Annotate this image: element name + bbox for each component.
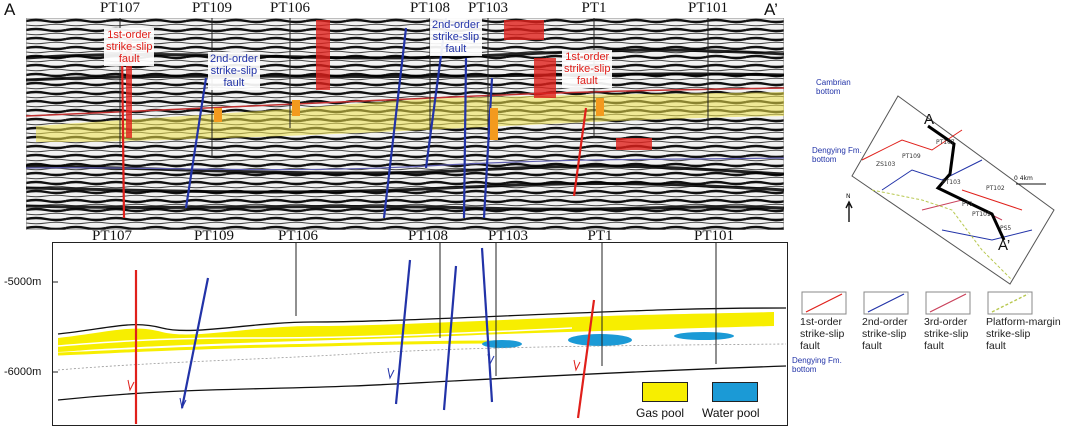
model-well-label: PT107 [91, 228, 133, 244]
section-start-label: A [4, 0, 16, 19]
map-well-label: PT109 [902, 153, 921, 160]
fault-legend-label: 1st-order strike-slip fault [800, 316, 845, 352]
map-well-label: PT102 [986, 185, 1005, 192]
map-point-a-prime: A’ [998, 237, 1010, 254]
map-scale: 0 4km [1014, 175, 1033, 182]
seismic-well-label: PT108 [409, 0, 451, 16]
location-map: PT107 ZS103 PT109 PT103 PT102 PT1 PT101 … [842, 90, 1064, 288]
map-point-a: A [924, 111, 934, 128]
model-dengying-label: Dengying Fm. bottom [792, 356, 842, 374]
fault-legend-swatches [801, 291, 1033, 315]
cambrian-bottom-label: Cambrian bottom [816, 78, 851, 96]
depth-label: -5000m [4, 276, 42, 288]
model-well-label: PT1 [587, 228, 613, 244]
north-label: N [846, 193, 851, 200]
gas-pool-swatch [642, 382, 688, 402]
water-pool-swatch [712, 382, 758, 402]
model-well-label: PT108 [407, 228, 449, 244]
map-well-label: PT107 [936, 139, 955, 146]
map-well-label: ZS103 [876, 161, 896, 168]
seismic-well-label: PT101 [687, 0, 729, 16]
seismic-section-panel [25, 17, 785, 231]
seismic-well-label: PT109 [191, 0, 233, 16]
fault-legend-label: 2nd-order strike-slip fault [862, 316, 908, 352]
map-well-label: PS5 [1000, 225, 1011, 232]
map-well-label: PT101 [972, 211, 991, 218]
seismic-fault-label: 2nd-order strike-slip fault [208, 52, 260, 90]
seismic-fault-label: 1st-order strike-slip fault [562, 50, 613, 88]
map-well-label: PT1 [962, 201, 973, 208]
gas-pool-label: Gas pool [636, 406, 685, 420]
fault-legend [800, 290, 1070, 360]
dengying-bottom-label: Dengying Fm. bottom [812, 146, 862, 164]
model-well-label: PT101 [693, 228, 735, 244]
map-well-label: PT103 [942, 179, 961, 186]
north-arrow-icon [845, 200, 853, 222]
fault-legend-label: 3rd-order strike-slip fault [924, 316, 969, 352]
model-well-label: PT103 [487, 228, 529, 244]
seismic-well-label: PT1 [581, 0, 607, 16]
seismic-fault-label: 1st-order strike-slip fault [104, 28, 155, 66]
water-pool-label: Water pool [702, 406, 760, 420]
seismic-well-label: PT107 [99, 0, 141, 16]
seismic-well-label: PT103 [467, 0, 509, 16]
section-end-label: A’ [764, 0, 778, 19]
seismic-well-label: PT106 [269, 0, 311, 16]
model-well-label: PT106 [277, 228, 319, 244]
depth-label: -6000m [4, 366, 42, 378]
fault-legend-label: Platform-margin strike-slip fault [986, 316, 1061, 352]
seismic-section-graphic [25, 17, 785, 231]
location-map-graphic: PT107 ZS103 PT109 PT103 PT102 PT1 PT101 … [845, 95, 1055, 285]
model-well-label: PT109 [193, 228, 235, 244]
seismic-fault-label: 2nd-order strike-slip fault [430, 18, 482, 56]
